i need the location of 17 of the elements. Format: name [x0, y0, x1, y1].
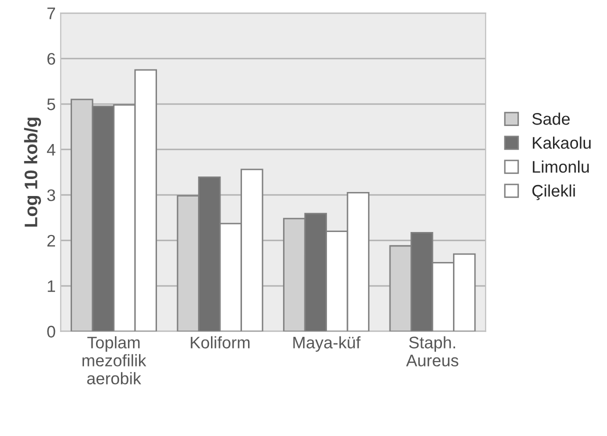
legend-label: Kakaolu — [532, 136, 591, 149]
y-tick-label: 0 — [47, 326, 56, 338]
x-tick-label: Staph. Aureus — [406, 336, 458, 366]
x-tick-label: Koliform — [190, 336, 250, 348]
x-tick-label: Maya-küf — [293, 336, 361, 352]
x-tick-label: Toplam mezofilik aerobik — [82, 336, 146, 384]
y-tick-label: 7 — [47, 8, 56, 20]
y-tick-label: 1 — [48, 280, 56, 292]
y-axis-title: Log 10 kob/g — [24, 118, 42, 227]
y-tick-label: 3 — [47, 189, 56, 202]
y-tick-label: 5 — [47, 98, 56, 110]
y-tick-label: 6 — [47, 52, 56, 65]
y-tick-label: 4 — [46, 144, 56, 156]
legend-label: Çilekli — [532, 184, 575, 200]
legend-label: Sade — [532, 112, 570, 125]
legend-label: Limonlu — [532, 160, 589, 173]
y-tick-label: 2 — [47, 234, 56, 246]
